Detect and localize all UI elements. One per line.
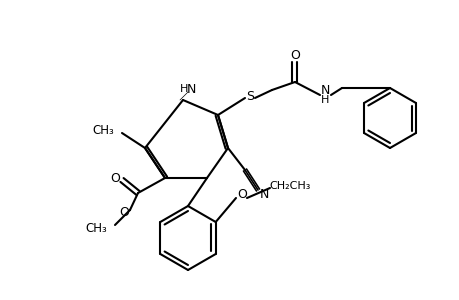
Text: O: O <box>290 49 299 62</box>
Text: N: N <box>319 83 329 97</box>
Text: N: N <box>259 188 268 202</box>
Text: O: O <box>110 172 120 184</box>
Text: H: H <box>320 95 329 105</box>
Text: H: H <box>179 84 188 94</box>
Text: O: O <box>119 206 129 220</box>
Text: CH₂CH₃: CH₂CH₃ <box>269 181 310 191</box>
Text: N: N <box>186 82 195 95</box>
Text: CH₃: CH₃ <box>85 221 107 235</box>
Text: O: O <box>236 188 246 202</box>
Text: CH₃: CH₃ <box>92 124 114 136</box>
Text: S: S <box>246 89 253 103</box>
